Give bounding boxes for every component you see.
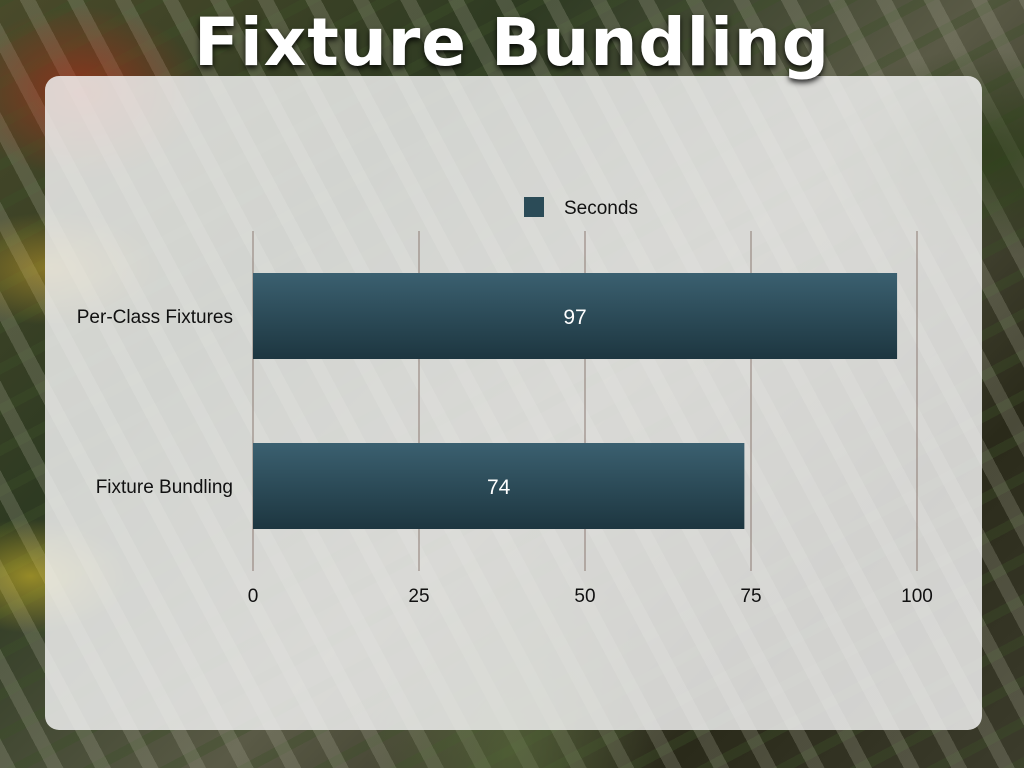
legend: Seconds (524, 197, 638, 219)
legend-swatch (524, 197, 544, 217)
bars (253, 273, 898, 529)
category-label-0: Per-Class Fixtures (77, 307, 233, 328)
slide-title: Fixture Bundling (193, 4, 831, 81)
chart-panel (45, 76, 982, 730)
x-tick-label-75: 75 (740, 586, 761, 607)
data-label-1: 74 (487, 476, 511, 499)
labels: 0 25 50 75 100 Per-Class Fixtures 97 Fixture Bu… (77, 306, 933, 607)
legend-label: Seconds (564, 198, 638, 219)
category-label-1: Fixture Bundling (96, 477, 233, 498)
bar-1 (253, 443, 745, 529)
x-tick-label-0: 0 (248, 586, 259, 607)
bar-0 (253, 273, 898, 359)
x-tick-label-50: 50 (574, 586, 595, 607)
x-tick-label-100: 100 (901, 586, 933, 607)
x-tick-label-25: 25 (408, 586, 429, 607)
data-label-0: 97 (563, 306, 586, 329)
